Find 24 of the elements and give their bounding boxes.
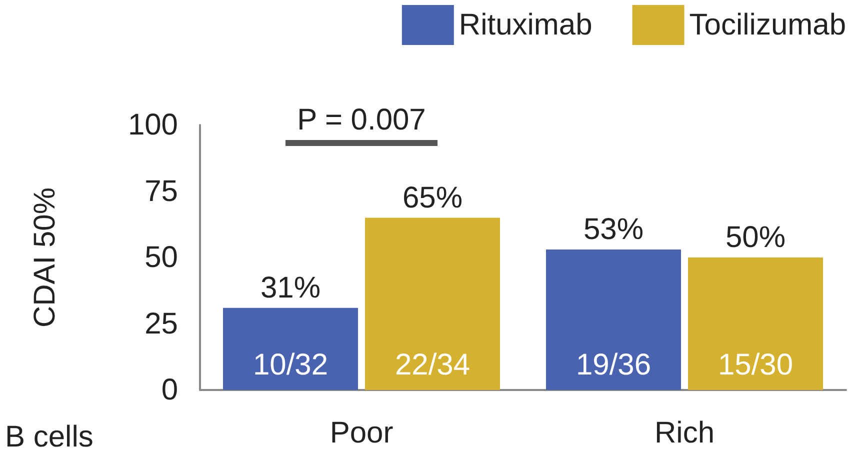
y-tick-label: 0: [161, 374, 178, 406]
bar: [546, 250, 681, 390]
data-label: 31%: [260, 271, 321, 304]
y-axis-title: CDAI 50%: [28, 187, 62, 328]
data-label: 65%: [402, 181, 463, 214]
legend-label: Tocilizumab: [689, 8, 846, 42]
annotation: P = 0.007: [297, 104, 426, 136]
annotation: 15/30: [718, 348, 794, 382]
annotation: 22/34: [394, 348, 470, 382]
x-tick-label: Poor: [330, 416, 394, 450]
y-tick-label: 50: [144, 241, 178, 274]
y-tick-label: 25: [144, 307, 178, 340]
y-tick-label: 75: [144, 174, 178, 208]
y-tick-label: 100: [128, 108, 178, 142]
annotation: 10/32: [252, 348, 328, 382]
x-tick-label: Rich: [654, 416, 715, 450]
bar: [365, 218, 500, 390]
bar: [688, 258, 823, 390]
bar: [223, 308, 358, 390]
x-axis-title: B cells: [5, 420, 94, 454]
data-label: 50%: [725, 221, 786, 254]
annotation: 19/36: [576, 348, 652, 382]
data-label: 53%: [583, 213, 644, 246]
legend-label: Rituximab: [458, 8, 592, 42]
